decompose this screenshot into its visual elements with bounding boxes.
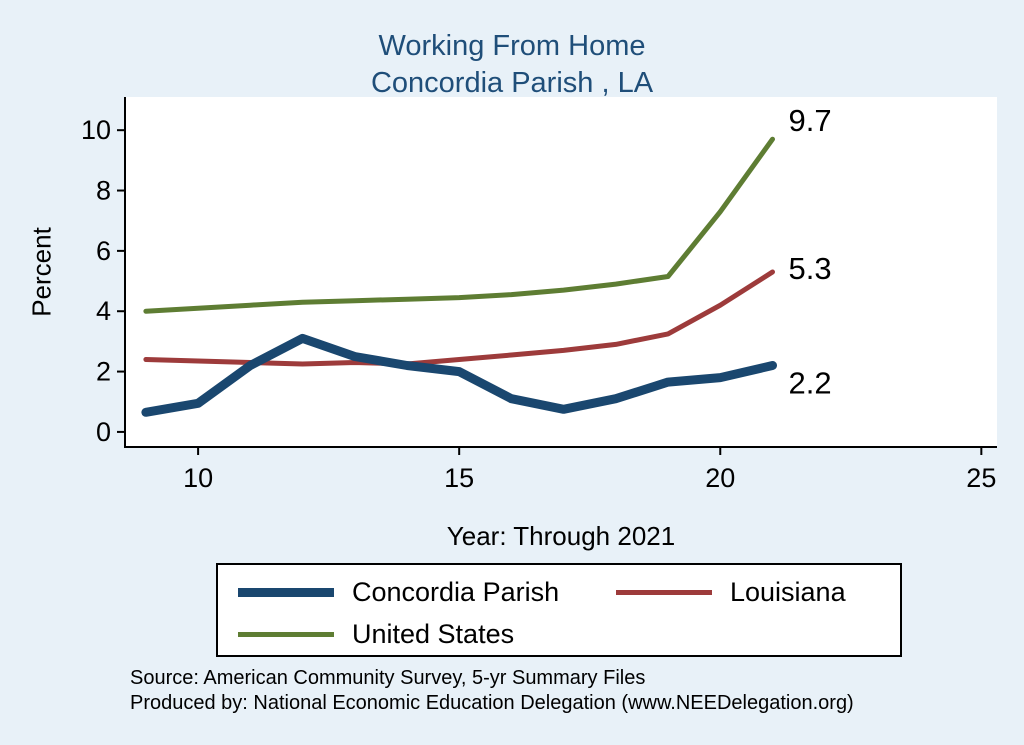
y-tick-label: 4: [96, 296, 111, 326]
y-tick-label: 8: [96, 176, 111, 206]
line-chart: 0 2 4 6 8 10 10 15 20 25 2.2 5.3 9.7: [81, 97, 997, 493]
y-tick-label: 10: [81, 115, 111, 145]
chart-title: Working From Home Concordia Parish , LA: [0, 28, 1024, 102]
legend-swatch-concordia-parish: [238, 587, 334, 597]
footer-notes: Source: American Community Survey, 5-yr …: [130, 666, 854, 716]
legend-item-concordia-parish: Concordia Parish: [238, 575, 559, 609]
legend-swatch-united-states: [238, 631, 334, 637]
end-label-louisiana: 5.3: [788, 251, 831, 286]
x-tick-label: 20: [705, 463, 735, 493]
chart-title-line1: Working From Home: [378, 30, 646, 62]
legend-label-louisiana: Louisiana: [730, 576, 846, 607]
plot-area: [125, 97, 997, 447]
legend-swatch-louisiana: [616, 589, 712, 595]
produced-by-note: Produced by: National Economic Education…: [130, 692, 854, 714]
y-tick-label: 0: [96, 417, 111, 447]
legend-label-concordia-parish: Concordia Parish: [352, 576, 560, 607]
legend-item-united-states: United States: [238, 617, 514, 651]
chart-legend: Concordia Parish Louisiana United States: [216, 563, 902, 657]
series-line-united-states: [143, 136, 775, 314]
end-label-concordia-parish: 2.2: [788, 366, 831, 401]
source-note: Source: American Community Survey, 5-yr …: [130, 667, 646, 689]
legend-item-louisiana: Louisiana: [616, 575, 846, 609]
x-tick-label: 15: [444, 463, 474, 493]
y-tick-label: 2: [96, 357, 111, 387]
x-tick-label: 10: [183, 463, 213, 493]
series-line-concordia-parish: [141, 333, 777, 417]
end-label-united-states: 9.7: [788, 103, 831, 138]
legend-label-united-states: United States: [352, 618, 515, 649]
x-axis-label: Year: Through 2021: [446, 521, 676, 551]
y-tick-label: 6: [96, 236, 111, 266]
axis-lines: [124, 97, 997, 448]
chart-title-line2: Concordia Parish , LA: [370, 67, 654, 99]
x-tick-label: 25: [966, 463, 996, 493]
